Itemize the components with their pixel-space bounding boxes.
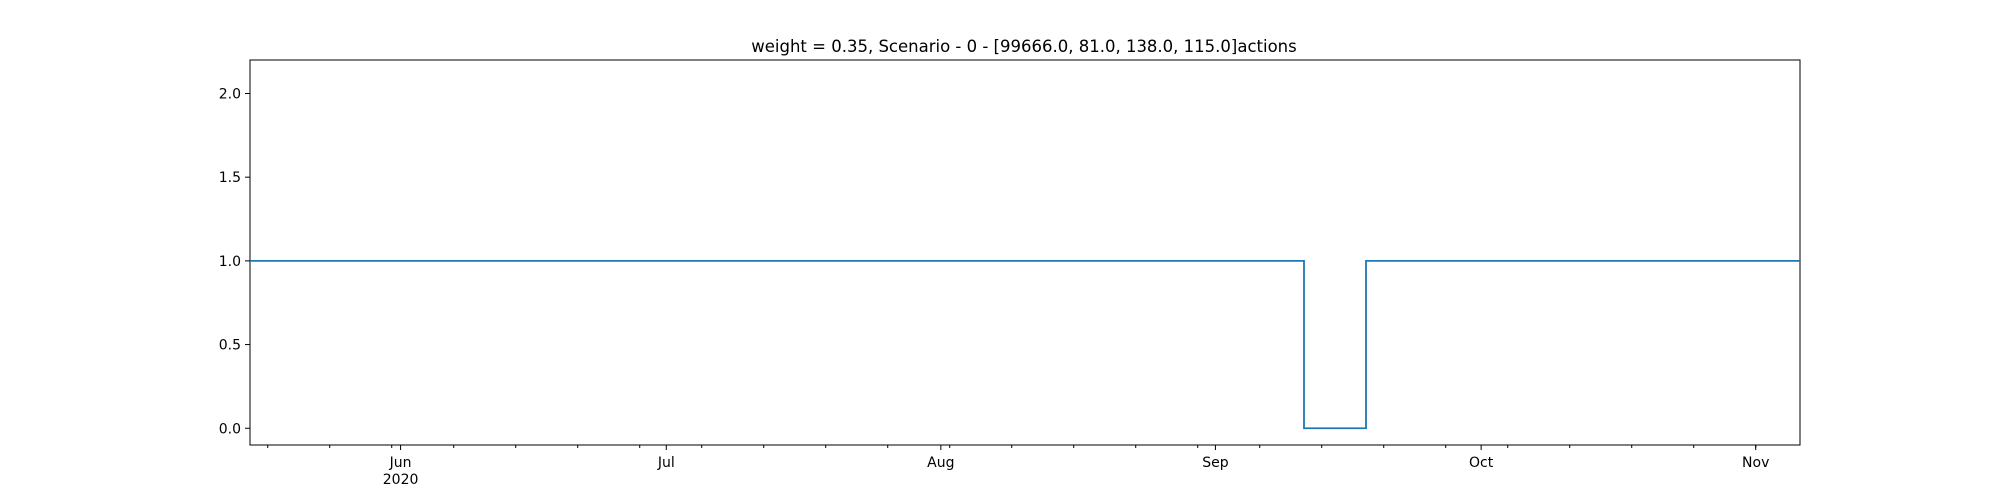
y-tick-label: 2.0 xyxy=(219,86,241,102)
x-tick-sublabel: 2020 xyxy=(383,472,419,488)
plot-area-frame xyxy=(249,59,1801,446)
chart-title: weight = 0.35, Scenario - 0 - [99666.0, … xyxy=(751,37,1296,56)
series-layer xyxy=(250,259,1800,430)
x-tick-label: Jun xyxy=(389,455,412,471)
y-tick-label: 1.0 xyxy=(219,254,241,270)
y-axis: 0.0 0.5 1.0 1.5 2.0 xyxy=(219,86,250,437)
x-tick-label: Jul xyxy=(657,455,675,471)
y-tick-label: 0.5 xyxy=(219,338,241,354)
series-line xyxy=(250,259,1800,430)
x-tick-label: Oct xyxy=(1469,455,1494,471)
x-tick-label: Sep xyxy=(1202,455,1229,471)
x-tick-label: Aug xyxy=(927,455,954,471)
y-tick-label: 1.5 xyxy=(219,170,241,186)
x-tick-label: Nov xyxy=(1742,455,1769,471)
y-tick-label: 0.0 xyxy=(219,421,241,437)
